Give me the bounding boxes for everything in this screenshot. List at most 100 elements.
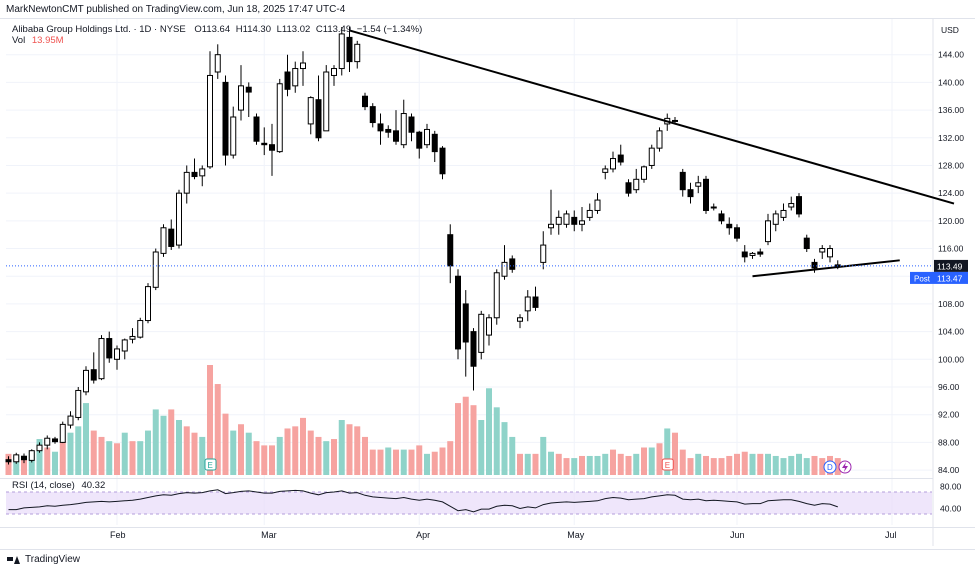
volume-bar xyxy=(710,458,717,475)
candle-body xyxy=(765,220,771,243)
candle-body xyxy=(307,97,314,125)
candle-body xyxy=(710,206,717,209)
legend-open: O113.64 xyxy=(194,24,231,35)
candle-body xyxy=(548,223,554,229)
candle-body xyxy=(726,223,733,229)
volume-value: 13.95M xyxy=(31,35,64,46)
candle-body xyxy=(114,348,120,360)
volume-bar xyxy=(21,458,27,475)
legend-change: −1.54 (−1.34%) xyxy=(356,24,423,35)
earnings-marker[interactable] xyxy=(204,458,217,471)
candle-body xyxy=(695,182,702,187)
candle-body xyxy=(517,317,523,322)
volume-bar xyxy=(98,436,105,475)
candle-body xyxy=(811,261,818,269)
candle-body xyxy=(610,158,616,170)
footer-bar: TradingView xyxy=(0,549,975,569)
price-tick-label: 96.00 xyxy=(938,382,960,392)
volume-bar xyxy=(83,403,89,475)
time-axis-label: Jul xyxy=(885,530,897,540)
volume-bar xyxy=(772,455,779,475)
candle-body xyxy=(679,171,686,191)
volume-bar xyxy=(137,441,144,475)
price-tick-label: 140.00 xyxy=(938,77,964,87)
volume-bar xyxy=(718,458,725,475)
candle-body xyxy=(377,123,384,132)
candle-body xyxy=(772,213,779,225)
dividend-marker[interactable] xyxy=(823,460,837,474)
candle-body xyxy=(424,128,430,146)
volume-bar xyxy=(323,441,330,475)
candle-body xyxy=(734,227,740,239)
volume-bar xyxy=(439,447,446,475)
candle-body xyxy=(571,216,578,225)
volume-bar xyxy=(315,436,322,475)
candle-body xyxy=(532,296,539,308)
support-trendline[interactable] xyxy=(752,259,900,278)
volume-bar xyxy=(447,441,454,475)
rsi-label[interactable]: RSI (14, close) xyxy=(12,480,75,491)
volume-bar xyxy=(834,458,841,475)
price-tick-label: 104.00 xyxy=(938,327,964,337)
volume-bar xyxy=(586,455,593,475)
volume-bar xyxy=(672,432,678,475)
candle-body xyxy=(269,144,275,151)
publisher-header: MarkNewtonCMT published on TradingView.c… xyxy=(0,0,975,18)
resistance-trendline[interactable] xyxy=(349,29,955,205)
rsi-tick-label: 80.00 xyxy=(940,482,962,492)
volume-bar xyxy=(269,445,275,475)
volume-bar xyxy=(338,420,345,475)
candle-body xyxy=(214,54,221,73)
candle-body xyxy=(788,203,795,208)
candle-body xyxy=(13,454,20,463)
candle-body xyxy=(284,71,291,90)
price-tick-label: 136.00 xyxy=(938,105,964,115)
volume-bar xyxy=(90,430,97,475)
volume-bar xyxy=(462,396,469,475)
volume-bar xyxy=(617,453,624,475)
volume-label[interactable]: Vol xyxy=(12,35,26,46)
volume-bar xyxy=(726,455,733,475)
volume-bar xyxy=(641,447,647,475)
candle-body xyxy=(400,113,407,146)
candle-body xyxy=(300,62,306,70)
chart-area[interactable]: E E D USD 144.00 140.00 136.00 132.00 128.00 124.… xyxy=(0,18,975,546)
time-axis-label: Feb xyxy=(110,530,126,540)
event-bolt-icon xyxy=(842,462,848,472)
volume-bar xyxy=(176,420,182,475)
rsi-tick-label: 40.00 xyxy=(940,504,962,514)
time-axis-label: Mar xyxy=(261,530,277,540)
candle-body xyxy=(44,437,51,446)
volume-bar xyxy=(501,422,508,475)
volume-bar xyxy=(230,430,237,475)
volume-bar xyxy=(377,449,384,475)
volume-bar xyxy=(354,426,361,475)
candle-body xyxy=(137,320,144,338)
volume-bar xyxy=(765,453,771,475)
tradingview-logo[interactable]: TradingView xyxy=(7,554,80,565)
candle-body xyxy=(145,286,151,322)
candle-body xyxy=(687,189,694,198)
volume-bar xyxy=(664,428,671,475)
candle-body xyxy=(819,248,826,253)
candle-body xyxy=(625,182,632,194)
candle-body xyxy=(555,216,562,225)
candle-body xyxy=(238,85,244,111)
volume-bar xyxy=(28,451,35,475)
candle-body xyxy=(509,258,516,270)
post-label: Post xyxy=(914,274,931,283)
volume-bar xyxy=(695,453,702,475)
candle-body xyxy=(803,237,810,250)
earnings-marker[interactable] xyxy=(661,458,674,471)
candle-body xyxy=(362,95,368,108)
symbol-title[interactable]: Alibaba Group Holdings Ltd. · 1D · NYSE xyxy=(12,24,186,35)
chart-svg[interactable]: E E D USD 144.00 140.00 136.00 132.00 128.00 124.… xyxy=(0,19,975,546)
tradingview-logo-icon xyxy=(7,555,21,565)
volume-bar xyxy=(555,453,562,475)
candle-body xyxy=(493,272,500,319)
volume-bar xyxy=(408,449,415,475)
rsi-line xyxy=(8,489,838,513)
rsi-legend: RSI (14, close) 40.32 xyxy=(12,480,105,491)
price-tick-label: 128.00 xyxy=(938,160,964,170)
volume-bar xyxy=(36,439,43,475)
